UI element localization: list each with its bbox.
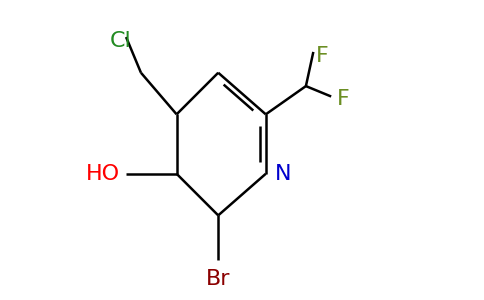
Text: F: F: [317, 46, 329, 66]
Text: Cl: Cl: [109, 31, 131, 51]
Text: F: F: [337, 89, 350, 110]
Text: Br: Br: [206, 269, 230, 289]
Text: N: N: [275, 164, 291, 184]
Text: HO: HO: [86, 164, 120, 184]
